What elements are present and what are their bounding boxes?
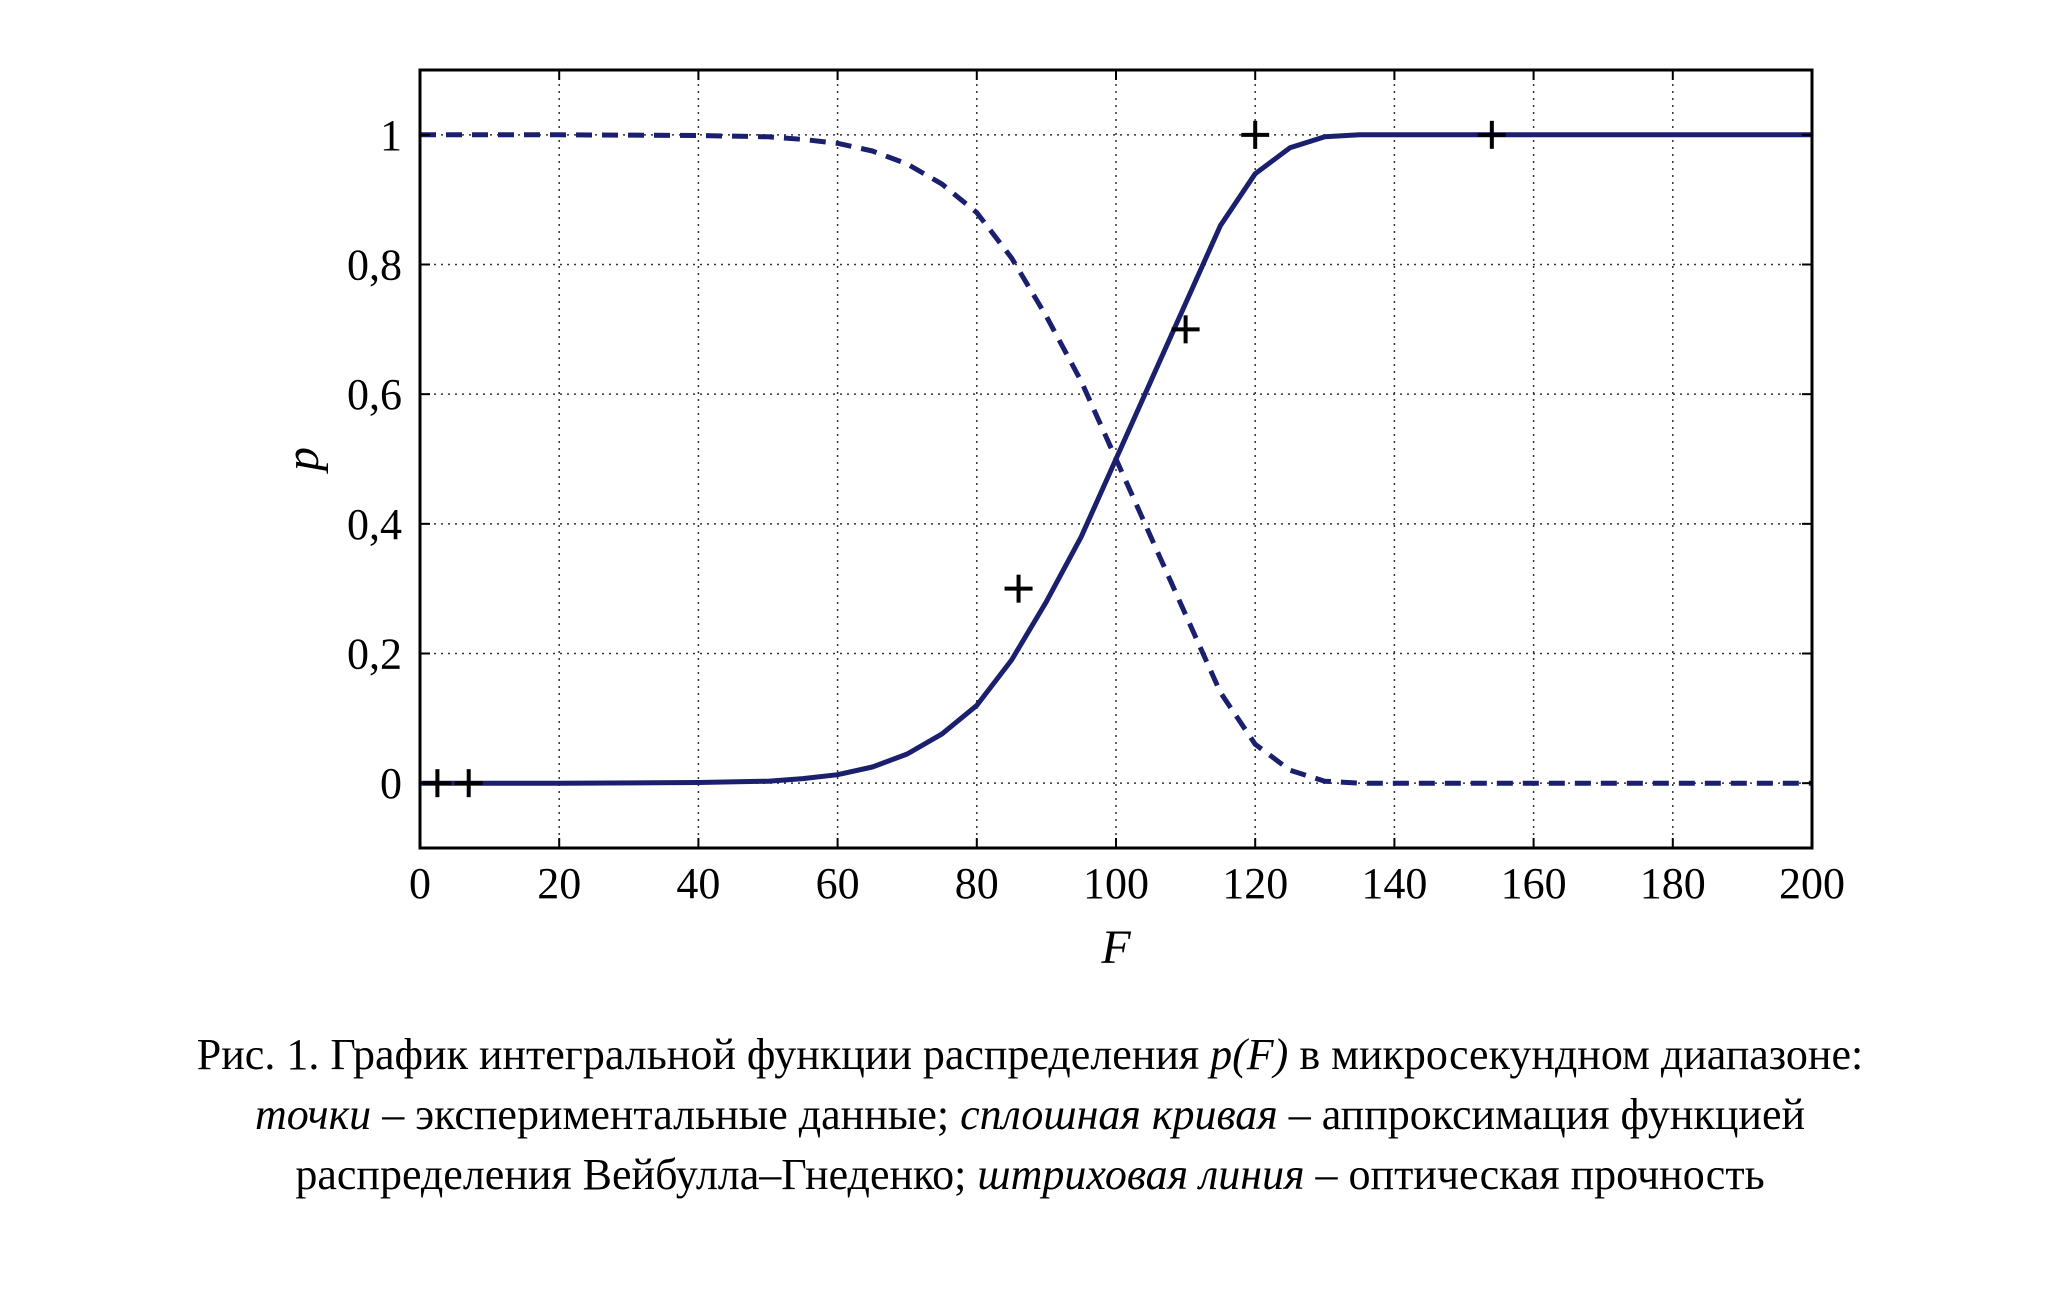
caption-text: в микросекундном диапазоне: bbox=[1288, 1030, 1864, 1079]
y-tick-label: 1 bbox=[380, 111, 402, 160]
y-tick-label: 0,8 bbox=[347, 241, 402, 290]
caption-line-3: распределения Вейбулла–Гнеденко; штрихов… bbox=[60, 1145, 2000, 1205]
caption-formula: p(F) bbox=[1210, 1030, 1289, 1079]
chart: 0 20 40 60 80 100 120 140 160 180 200 0 0,2 0,4 0,6 0,8… bbox=[276, 68, 1845, 974]
y-tick-label: 0,2 bbox=[347, 630, 402, 679]
x-tick-label: 0 bbox=[409, 859, 431, 908]
caption-term-solid: сплошная кривая bbox=[960, 1090, 1278, 1139]
caption-line-2: точки – экспериментальные данные; сплошн… bbox=[60, 1085, 2000, 1145]
x-tick-label: 80 bbox=[955, 859, 999, 908]
caption-text: – оптическая прочность bbox=[1304, 1150, 1765, 1199]
x-tick-label: 200 bbox=[1779, 859, 1845, 908]
caption-text: – экспериментальные данные; bbox=[371, 1090, 961, 1139]
y-tick-label: 0 bbox=[380, 759, 402, 808]
x-tick-label: 120 bbox=[1222, 859, 1288, 908]
figure-caption: Рис. 1. График интегральной функции расп… bbox=[60, 1025, 2000, 1205]
y-axis-title: p bbox=[276, 447, 329, 474]
x-tick-label: 180 bbox=[1640, 859, 1706, 908]
x-axis-title: F bbox=[1100, 921, 1131, 974]
x-tick-label: 40 bbox=[676, 859, 720, 908]
solid-curve bbox=[420, 132, 1812, 786]
x-tick-label: 140 bbox=[1361, 859, 1427, 908]
x-tick-label: 60 bbox=[816, 859, 860, 908]
caption-term-points: точки bbox=[254, 1090, 372, 1139]
x-tick-label: 100 bbox=[1083, 859, 1149, 908]
x-tick-label: 160 bbox=[1501, 859, 1567, 908]
y-tick-label: 0,4 bbox=[347, 500, 402, 549]
caption-term-dashed: штриховая линия bbox=[977, 1150, 1305, 1199]
x-tick-label: 20 bbox=[537, 859, 581, 908]
caption-text: распределения Вейбулла–Гнеденко; bbox=[295, 1150, 978, 1199]
caption-line-1: Рис. 1. График интегральной функции расп… bbox=[60, 1025, 2000, 1085]
caption-text: – аппроксимация функцией bbox=[1277, 1090, 1806, 1139]
caption-text: Рис. 1. График интегральной функции расп… bbox=[196, 1030, 1211, 1079]
y-tick-label: 0,6 bbox=[347, 370, 402, 419]
